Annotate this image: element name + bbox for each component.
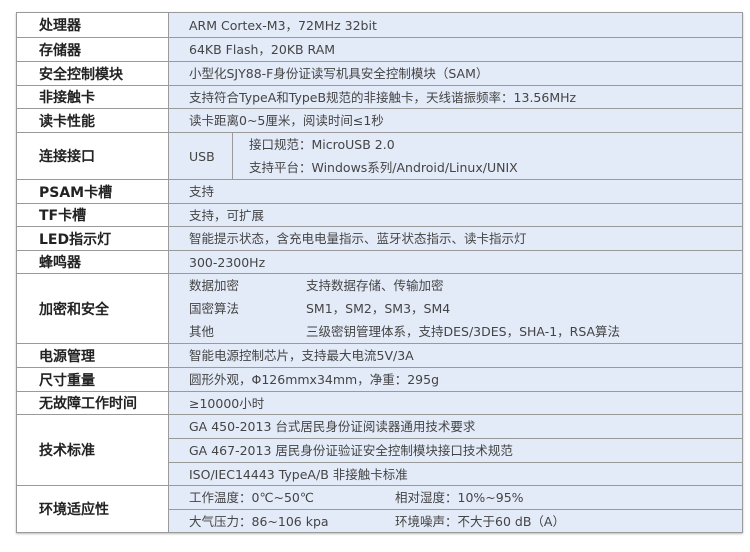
row-value: 智能提示状态，含充电电量指示、蓝牙状态指示、读卡指示灯 <box>189 231 527 246</box>
row-power: 电源管理 智能电源控制芯片，支持最大电流5V/3A <box>17 343 742 367</box>
security-item: 国密算法 SM1，SM2，SM3，SM4 <box>169 297 742 320</box>
row-label: 电源管理 <box>17 344 169 367</box>
security-value: 支持数据存储、传输加密 <box>306 278 444 293</box>
environment-value: 相对湿度：10%~95% <box>395 489 524 505</box>
row-security: 加密和安全 数据加密 支持数据存储、传输加密 国密算法 SM1，SM2，SM3，SM… <box>17 273 742 343</box>
security-item: 数据加密 支持数据存储、传输加密 <box>169 274 742 297</box>
row-value: 支持 <box>189 184 215 199</box>
row-label: 存储器 <box>17 38 169 61</box>
environment-value: 环境噪声：不大于60 dB（A） <box>395 513 565 529</box>
row-label: 读卡性能 <box>17 109 169 132</box>
environment-value: 工作温度：0℃~50℃ <box>189 489 314 505</box>
standard-item: GA 450-2013 台式居民身份证阅读器通用技术要求 <box>189 418 476 434</box>
connection-line: 支持平台：Windows系列/Android/Linux/UNIX <box>249 160 518 175</box>
row-label: 环境适应性 <box>17 486 169 532</box>
row-value: 64KB Flash，20KB RAM <box>189 42 336 57</box>
row-mtbf: 无故障工作时间 ≥10000小时 <box>17 391 742 414</box>
row-label: 技术标准 <box>17 415 169 485</box>
row-environment: 环境适应性 工作温度：0℃~50℃ 相对湿度：10%~95% 大气压力：86~10… <box>17 485 742 532</box>
row-tf: TF卡槽 支持，可扩展 <box>17 203 742 226</box>
row-value: 读卡距离0~5厘米，阅读时间≤1秒 <box>189 113 384 128</box>
row-label: 连接接口 <box>17 133 169 179</box>
row-value: 小型化SJY88-F身份证读写机具安全控制模块（SAM） <box>189 66 489 81</box>
environment-item: 大气压力：86~106 kpa 环境噪声：不大于60 dB（A） <box>169 508 742 533</box>
security-key: 国密算法 <box>189 301 240 316</box>
row-label: 处理器 <box>17 13 169 37</box>
environment-item: 工作温度：0℃~50℃ 相对湿度：10%~95% <box>169 486 742 509</box>
row-value: 支持符合TypeA和TypeB规范的非接触卡，天线谐振频率：13.56MHz <box>189 89 577 105</box>
environment-value: 大气压力：86~106 kpa <box>189 513 329 529</box>
connection-type: USB <box>169 133 233 179</box>
row-contactless: 非接触卡 支持符合TypeA和TypeB规范的非接触卡，天线谐振频率：13.56M… <box>17 85 742 108</box>
row-buzzer: 蜂鸣器 300-2300Hz <box>17 250 742 273</box>
security-key: 其他 <box>189 324 215 339</box>
row-label: 加密和安全 <box>17 274 169 343</box>
row-value: ARM Cortex-M3，72MHz 32bit <box>189 17 377 33</box>
row-size-weight: 尺寸重量 圆形外观，Φ126mmx34mm，净重：295g <box>17 367 742 391</box>
row-label: TF卡槽 <box>17 204 169 226</box>
connection-line: 接口规范：MicroUSB 2.0 <box>249 137 395 152</box>
row-label: PSAM卡槽 <box>17 180 169 203</box>
row-value: 300-2300Hz <box>189 254 266 270</box>
standard-item: ISO/IEC14443 TypeA/B 非接触卡标准 <box>169 461 742 486</box>
security-key: 数据加密 <box>189 278 240 293</box>
row-label: LED指示灯 <box>17 227 169 250</box>
row-value: 支持，可扩展 <box>189 207 265 223</box>
row-value: 圆形外观，Φ126mmx34mm，净重：295g <box>189 372 440 387</box>
row-value: ≥10000小时 <box>189 395 265 411</box>
standard-item: GA 467-2013 居民身份证验证安全控制模块接口技术规范 <box>169 437 742 462</box>
row-sam: 安全控制模块 小型化SJY88-F身份证读写机具安全控制模块（SAM） <box>17 61 742 85</box>
row-processor: 处理器 ARM Cortex-M3，72MHz 32bit <box>17 13 742 37</box>
row-connection: 连接接口 USB 接口规范：MicroUSB 2.0 支持平台：Windows系… <box>17 132 742 179</box>
row-label: 无故障工作时间 <box>17 392 169 414</box>
row-standards: 技术标准 GA 450-2013 台式居民身份证阅读器通用技术要求 GA 467… <box>17 414 742 485</box>
row-label: 蜂鸣器 <box>17 251 169 273</box>
row-memory: 存储器 64KB Flash，20KB RAM <box>17 37 742 61</box>
row-psam: PSAM卡槽 支持 <box>17 179 742 203</box>
security-value: SM1，SM2，SM3，SM4 <box>306 301 451 316</box>
row-read-performance: 读卡性能 读卡距离0~5厘米，阅读时间≤1秒 <box>17 108 742 132</box>
spec-table: 处理器 ARM Cortex-M3，72MHz 32bit 存储器 64KB Fla… <box>16 12 743 533</box>
security-item: 其他 三级密钥管理体系，支持DES/3DES，SHA-1，RSA算法 <box>169 320 742 343</box>
row-label: 尺寸重量 <box>17 368 169 391</box>
row-label: 安全控制模块 <box>17 62 169 85</box>
row-value: 智能电源控制芯片，支持最大电流5V/3A <box>189 348 414 363</box>
row-label: 非接触卡 <box>17 86 169 108</box>
row-led: LED指示灯 智能提示状态，含充电电量指示、蓝牙状态指示、读卡指示灯 <box>17 226 742 250</box>
security-value: 三级密钥管理体系，支持DES/3DES，SHA-1，RSA算法 <box>306 324 621 339</box>
